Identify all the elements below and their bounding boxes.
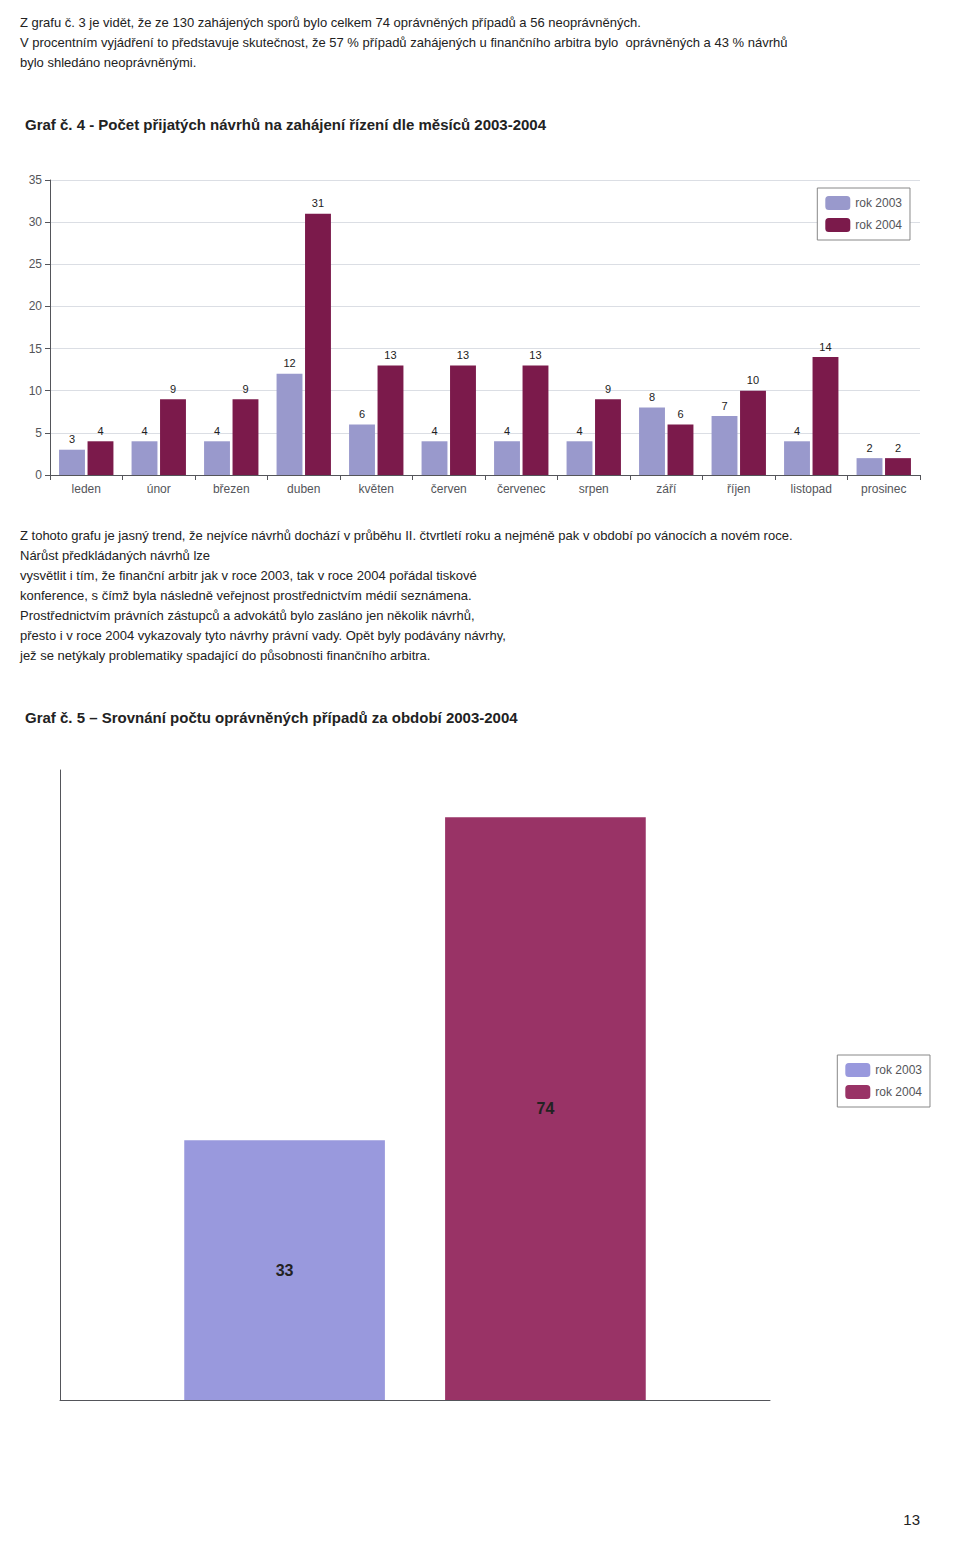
svg-text:13: 13	[384, 349, 396, 361]
svg-text:13: 13	[903, 1511, 920, 1528]
svg-text:říjen: říjen	[727, 482, 750, 496]
svg-text:9: 9	[242, 383, 248, 395]
svg-text:červenec: červenec	[497, 482, 546, 496]
svg-text:Graf č. 4 - Počet přijatých ná: Graf č. 4 - Počet přijatých návrhů na za…	[25, 116, 547, 133]
svg-text:9: 9	[170, 383, 176, 395]
svg-text:konference, s čímž byla násled: konference, s čímž byla následně veřejno…	[20, 588, 472, 603]
svg-text:prosinec: prosinec	[861, 482, 906, 496]
svg-text:rok 2004: rok 2004	[875, 1085, 922, 1099]
svg-text:4: 4	[576, 425, 582, 437]
svg-text:Nárůst předkládaných návrhů lz: Nárůst předkládaných návrhů lze	[20, 548, 210, 563]
svg-text:rok 2003: rok 2003	[875, 1063, 922, 1077]
svg-text:2: 2	[866, 442, 872, 454]
svg-text:březen: březen	[213, 482, 250, 496]
svg-text:vysvětlit i tím, že finanční a: vysvětlit i tím, že finanční arbitr jak …	[20, 568, 477, 583]
svg-text:7: 7	[721, 400, 727, 412]
svg-text:15: 15	[29, 342, 43, 356]
svg-text:Graf č. 5 – Srovnání počtu opr: Graf č. 5 – Srovnání počtu oprávněných p…	[25, 709, 518, 726]
svg-text:25: 25	[29, 257, 43, 271]
svg-text:duben: duben	[287, 482, 320, 496]
svg-text:Prostřednictvím právních zástu: Prostřednictvím právních zástupců a advo…	[20, 608, 475, 623]
svg-text:4: 4	[794, 425, 800, 437]
svg-text:4: 4	[141, 425, 147, 437]
svg-text:9: 9	[605, 383, 611, 395]
svg-text:12: 12	[283, 357, 295, 369]
svg-text:bylo shledáno neoprávněnými.: bylo shledáno neoprávněnými.	[20, 55, 196, 70]
svg-text:6: 6	[359, 408, 365, 420]
svg-text:rok 2004: rok 2004	[855, 218, 902, 232]
svg-text:Z tohoto grafu je jasný trend,: Z tohoto grafu je jasný trend, že nejvíc…	[20, 528, 796, 543]
svg-text:20: 20	[29, 299, 43, 313]
svg-text:červen: červen	[431, 482, 467, 496]
svg-text:10: 10	[747, 374, 759, 386]
svg-text:74: 74	[537, 1100, 555, 1117]
svg-text:rok 2003: rok 2003	[855, 196, 902, 210]
svg-text:13: 13	[457, 349, 469, 361]
svg-text:13: 13	[529, 349, 541, 361]
svg-text:4: 4	[214, 425, 220, 437]
svg-text:3: 3	[69, 433, 75, 445]
svg-text:2: 2	[895, 442, 901, 454]
svg-text:6: 6	[677, 408, 683, 420]
svg-text:10: 10	[29, 384, 43, 398]
svg-text:leden: leden	[72, 482, 101, 496]
svg-text:8: 8	[649, 391, 655, 403]
svg-text:září: září	[656, 482, 677, 496]
svg-text:4: 4	[431, 425, 437, 437]
svg-text:jež se netýkaly problematiky s: jež se netýkaly problematiky spadající d…	[19, 648, 430, 663]
svg-text:31: 31	[312, 197, 324, 209]
svg-text:srpen: srpen	[579, 482, 609, 496]
svg-text:4: 4	[504, 425, 510, 437]
svg-text:listopad: listopad	[791, 482, 832, 496]
svg-text:4: 4	[97, 425, 103, 437]
svg-text:30: 30	[29, 215, 43, 229]
svg-text:přesto i v roce 2004 vykazoval: přesto i v roce 2004 vykazovaly tyto náv…	[20, 628, 506, 643]
svg-text:35: 35	[29, 173, 43, 187]
svg-text:14: 14	[819, 341, 831, 353]
svg-text:Z grafu č. 3 je vidět, že ze 1: Z grafu č. 3 je vidět, že ze 130 zahájen…	[20, 15, 641, 30]
svg-text:33: 33	[276, 1262, 294, 1279]
svg-text:0: 0	[35, 468, 42, 482]
svg-text:květen: květen	[359, 482, 394, 496]
svg-text:V procentním vyjádření to před: V procentním vyjádření to představuje sk…	[20, 35, 791, 50]
svg-text:5: 5	[35, 426, 42, 440]
svg-text:únor: únor	[147, 482, 171, 496]
